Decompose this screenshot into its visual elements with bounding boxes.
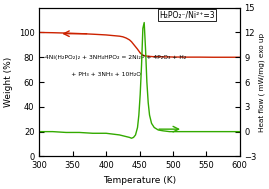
X-axis label: Temperature (K): Temperature (K) <box>103 176 176 185</box>
Text: H₂PO₂⁻/Ni²⁺=3: H₂PO₂⁻/Ni²⁺=3 <box>160 11 215 20</box>
Y-axis label: Weight (%): Weight (%) <box>4 57 13 107</box>
Text: + PH₃ + 3NH₃ + 10H₂O: + PH₃ + 3NH₃ + 10H₂O <box>45 72 141 77</box>
Text: 4Ni(H₂PO₂)₂ + 3NH₄HPO₂ = 2Ni₂P + 4P₂O₃ + H₂: 4Ni(H₂PO₂)₂ + 3NH₄HPO₂ = 2Ni₂P + 4P₂O₃ +… <box>45 55 187 60</box>
Y-axis label: Heat flow ( mW/mg) exo up: Heat flow ( mW/mg) exo up <box>258 33 265 132</box>
